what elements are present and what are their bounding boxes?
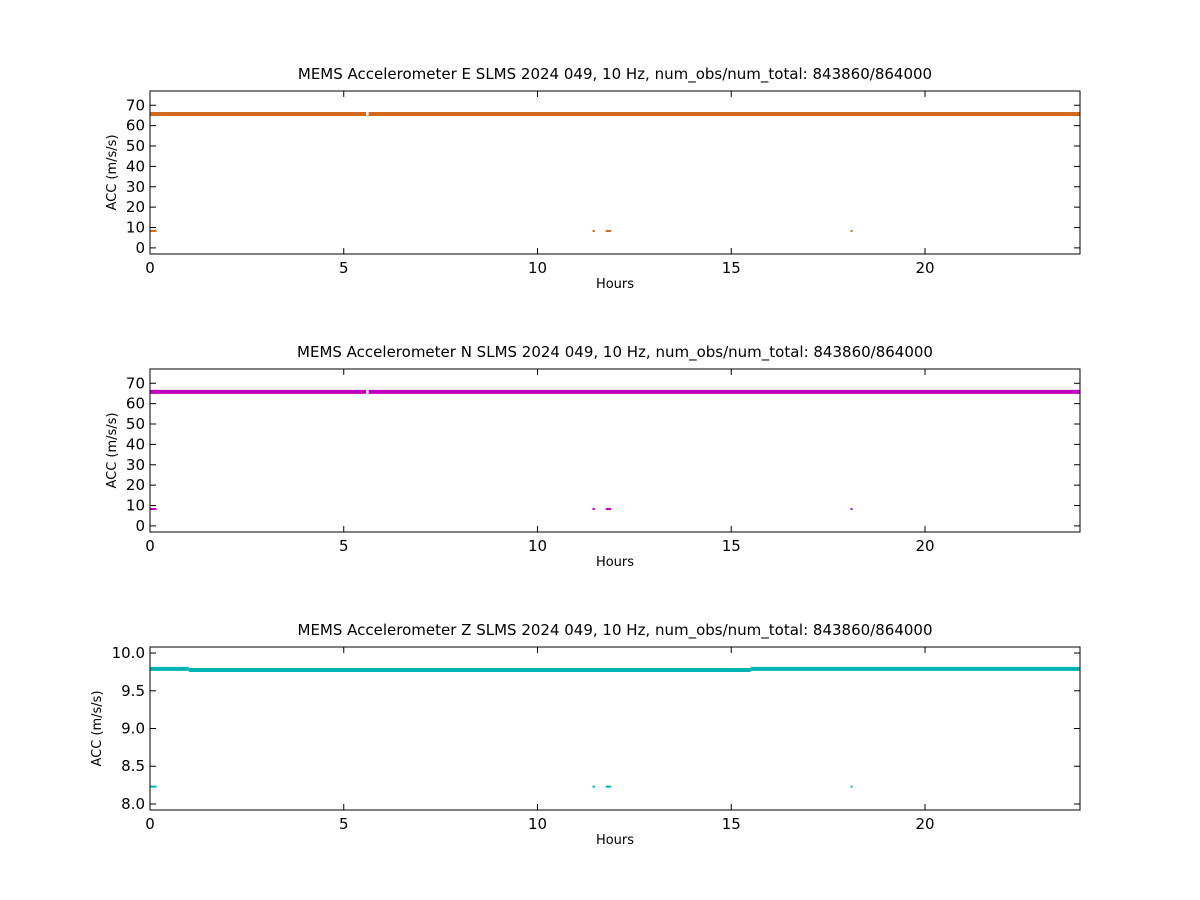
- x-tick-label: 5: [339, 259, 349, 277]
- x-tick-label: 5: [339, 815, 349, 833]
- y-tick-label: 20: [126, 198, 145, 216]
- x-tick-label: 20: [915, 537, 934, 555]
- y-tick-label: 50: [126, 415, 145, 433]
- x-tick-label: 10: [528, 259, 547, 277]
- x-tick-label: 20: [915, 259, 934, 277]
- x-axis-label: Hours: [596, 555, 634, 570]
- y-tick-label: 0: [135, 239, 145, 257]
- chart-panel-3: 0 5 10 15 20 8.0 8.5 9.0 9.5 10.0 MEMS Acceleromet…: [90, 621, 1081, 848]
- y-tick-label: 8.0: [121, 795, 145, 813]
- chart-title: MEMS Accelerometer Z SLMS 2024 049, 10 H…: [298, 621, 933, 640]
- x-axis-label: Hours: [596, 277, 634, 292]
- plot-frame: [149, 368, 1081, 533]
- y-tick-label: 9.0: [121, 720, 145, 738]
- chart-panel-1: 0 5 10 15 20 0 10 20 30 40 50 60 70 MEMS Acceleromete…: [105, 65, 1081, 292]
- y-tick-label: 10: [126, 497, 145, 515]
- y-tick-label: 30: [126, 178, 145, 196]
- y-tick-label: 70: [126, 96, 145, 114]
- y-tick-label: 8.5: [121, 757, 145, 775]
- plot-frame: [149, 90, 1081, 255]
- x-tick-label: 15: [722, 259, 741, 277]
- y-tick-label: 9.5: [121, 682, 145, 700]
- x-tick-label: 10: [528, 537, 547, 555]
- x-tick-label: 15: [722, 537, 741, 555]
- x-tick-label: 15: [722, 815, 741, 833]
- y-axis-label: ACC (m/s/s): [90, 690, 105, 766]
- x-tick-label: 0: [145, 259, 155, 277]
- y-tick-label: 40: [126, 157, 145, 175]
- chart-title: MEMS Accelerometer N SLMS 2024 049, 10 H…: [297, 343, 933, 362]
- y-tick-label: 20: [126, 476, 145, 494]
- y-tick-label: 30: [126, 456, 145, 474]
- y-axis-label: ACC (m/s/s): [105, 412, 120, 488]
- y-tick-label: 10: [126, 219, 145, 237]
- x-tick-label: 0: [145, 815, 155, 833]
- x-tick-label: 20: [915, 815, 934, 833]
- y-tick-label: 60: [126, 395, 145, 413]
- chart-title: MEMS Accelerometer E SLMS 2024 049, 10 H…: [298, 65, 932, 84]
- x-tick-label: 0: [145, 537, 155, 555]
- x-axis-label: Hours: [596, 833, 634, 848]
- x-tick-label: 5: [339, 537, 349, 555]
- x-tick-label: 10: [528, 815, 547, 833]
- y-tick-label: 50: [126, 137, 145, 155]
- y-tick-label: 60: [126, 117, 145, 135]
- y-axis-label: ACC (m/s/s): [105, 134, 120, 210]
- y-tick-label: 0: [135, 517, 145, 535]
- y-tick-label: 40: [126, 435, 145, 453]
- y-tick-label: 10.0: [112, 644, 145, 662]
- chart-panel-2: 0 5 10 15 20 0 10 20 30 40 50 60 70 MEMS Acceleromete…: [105, 343, 1081, 570]
- y-tick-label: 70: [126, 374, 145, 392]
